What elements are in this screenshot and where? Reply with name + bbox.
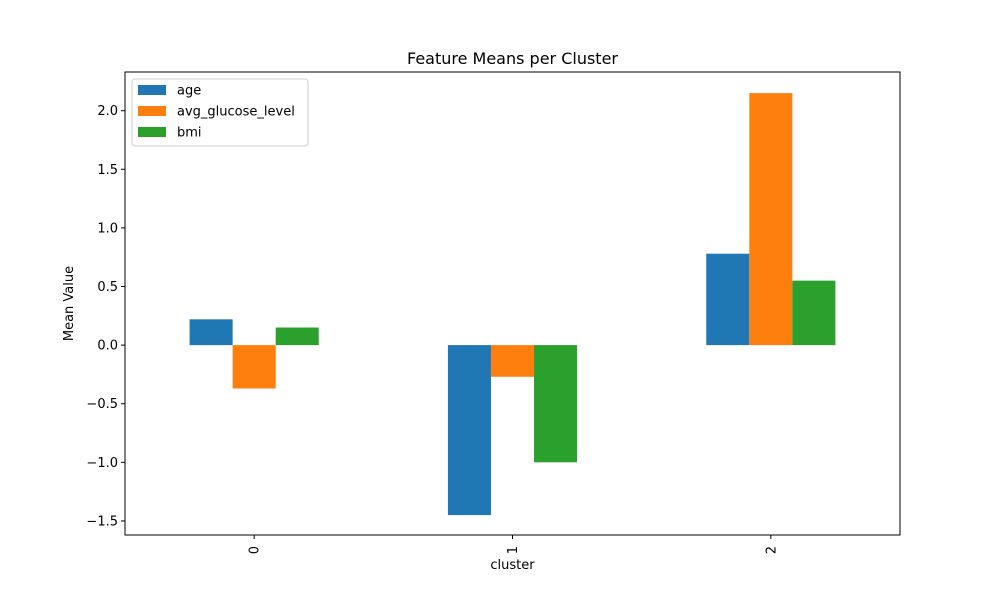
x-tick-label: 1: [506, 546, 521, 554]
x-axis-ticks: 0 1 2: [248, 535, 779, 554]
legend-swatch-age: [138, 85, 166, 95]
x-axis-label: cluster: [490, 558, 535, 573]
y-tick-label: 1.5: [97, 163, 118, 178]
y-tick-label: 0.5: [97, 280, 118, 295]
legend-label-bmi: bmi: [177, 126, 202, 141]
y-tick-label: 1.0: [97, 221, 118, 236]
bar-bmi-cluster-2: [792, 280, 836, 346]
chart-title: Feature Means per Cluster: [407, 49, 618, 68]
bar-age-cluster-2: [706, 253, 750, 346]
x-tick-label: 2: [764, 546, 779, 554]
bars-layer: [189, 93, 836, 516]
legend-swatch-bmi: [138, 127, 166, 137]
legend-box: [131, 78, 309, 147]
y-tick-label: −0.5: [86, 397, 118, 412]
legend-label-age: age: [177, 84, 201, 99]
bar-age-cluster-0: [189, 319, 233, 346]
y-axis-ticks: −1.5 −1.0 −0.5 0.0 0.5 1.0 1.5 2.0: [86, 104, 125, 529]
bar-bmi-cluster-0: [275, 327, 319, 346]
bar-avg-glucose-level-cluster-0: [232, 345, 276, 389]
bar-age-cluster-1: [447, 345, 491, 516]
bar-bmi-cluster-1: [534, 345, 578, 463]
y-tick-label: 0.0: [97, 339, 118, 354]
legend-swatch-avg-glucose-level: [138, 106, 166, 116]
y-tick-label: −1.5: [86, 514, 118, 529]
y-tick-label: 2.0: [97, 104, 118, 119]
bar-avg-glucose-level-cluster-2: [749, 93, 793, 346]
legend-label-avg-glucose-level: avg_glucose_level: [177, 105, 295, 120]
y-axis-label: Mean Value: [62, 266, 77, 341]
y-tick-label: −1.0: [86, 456, 118, 471]
bar-avg-glucose-level-cluster-1: [490, 345, 535, 377]
x-tick-label: 0: [248, 546, 263, 554]
